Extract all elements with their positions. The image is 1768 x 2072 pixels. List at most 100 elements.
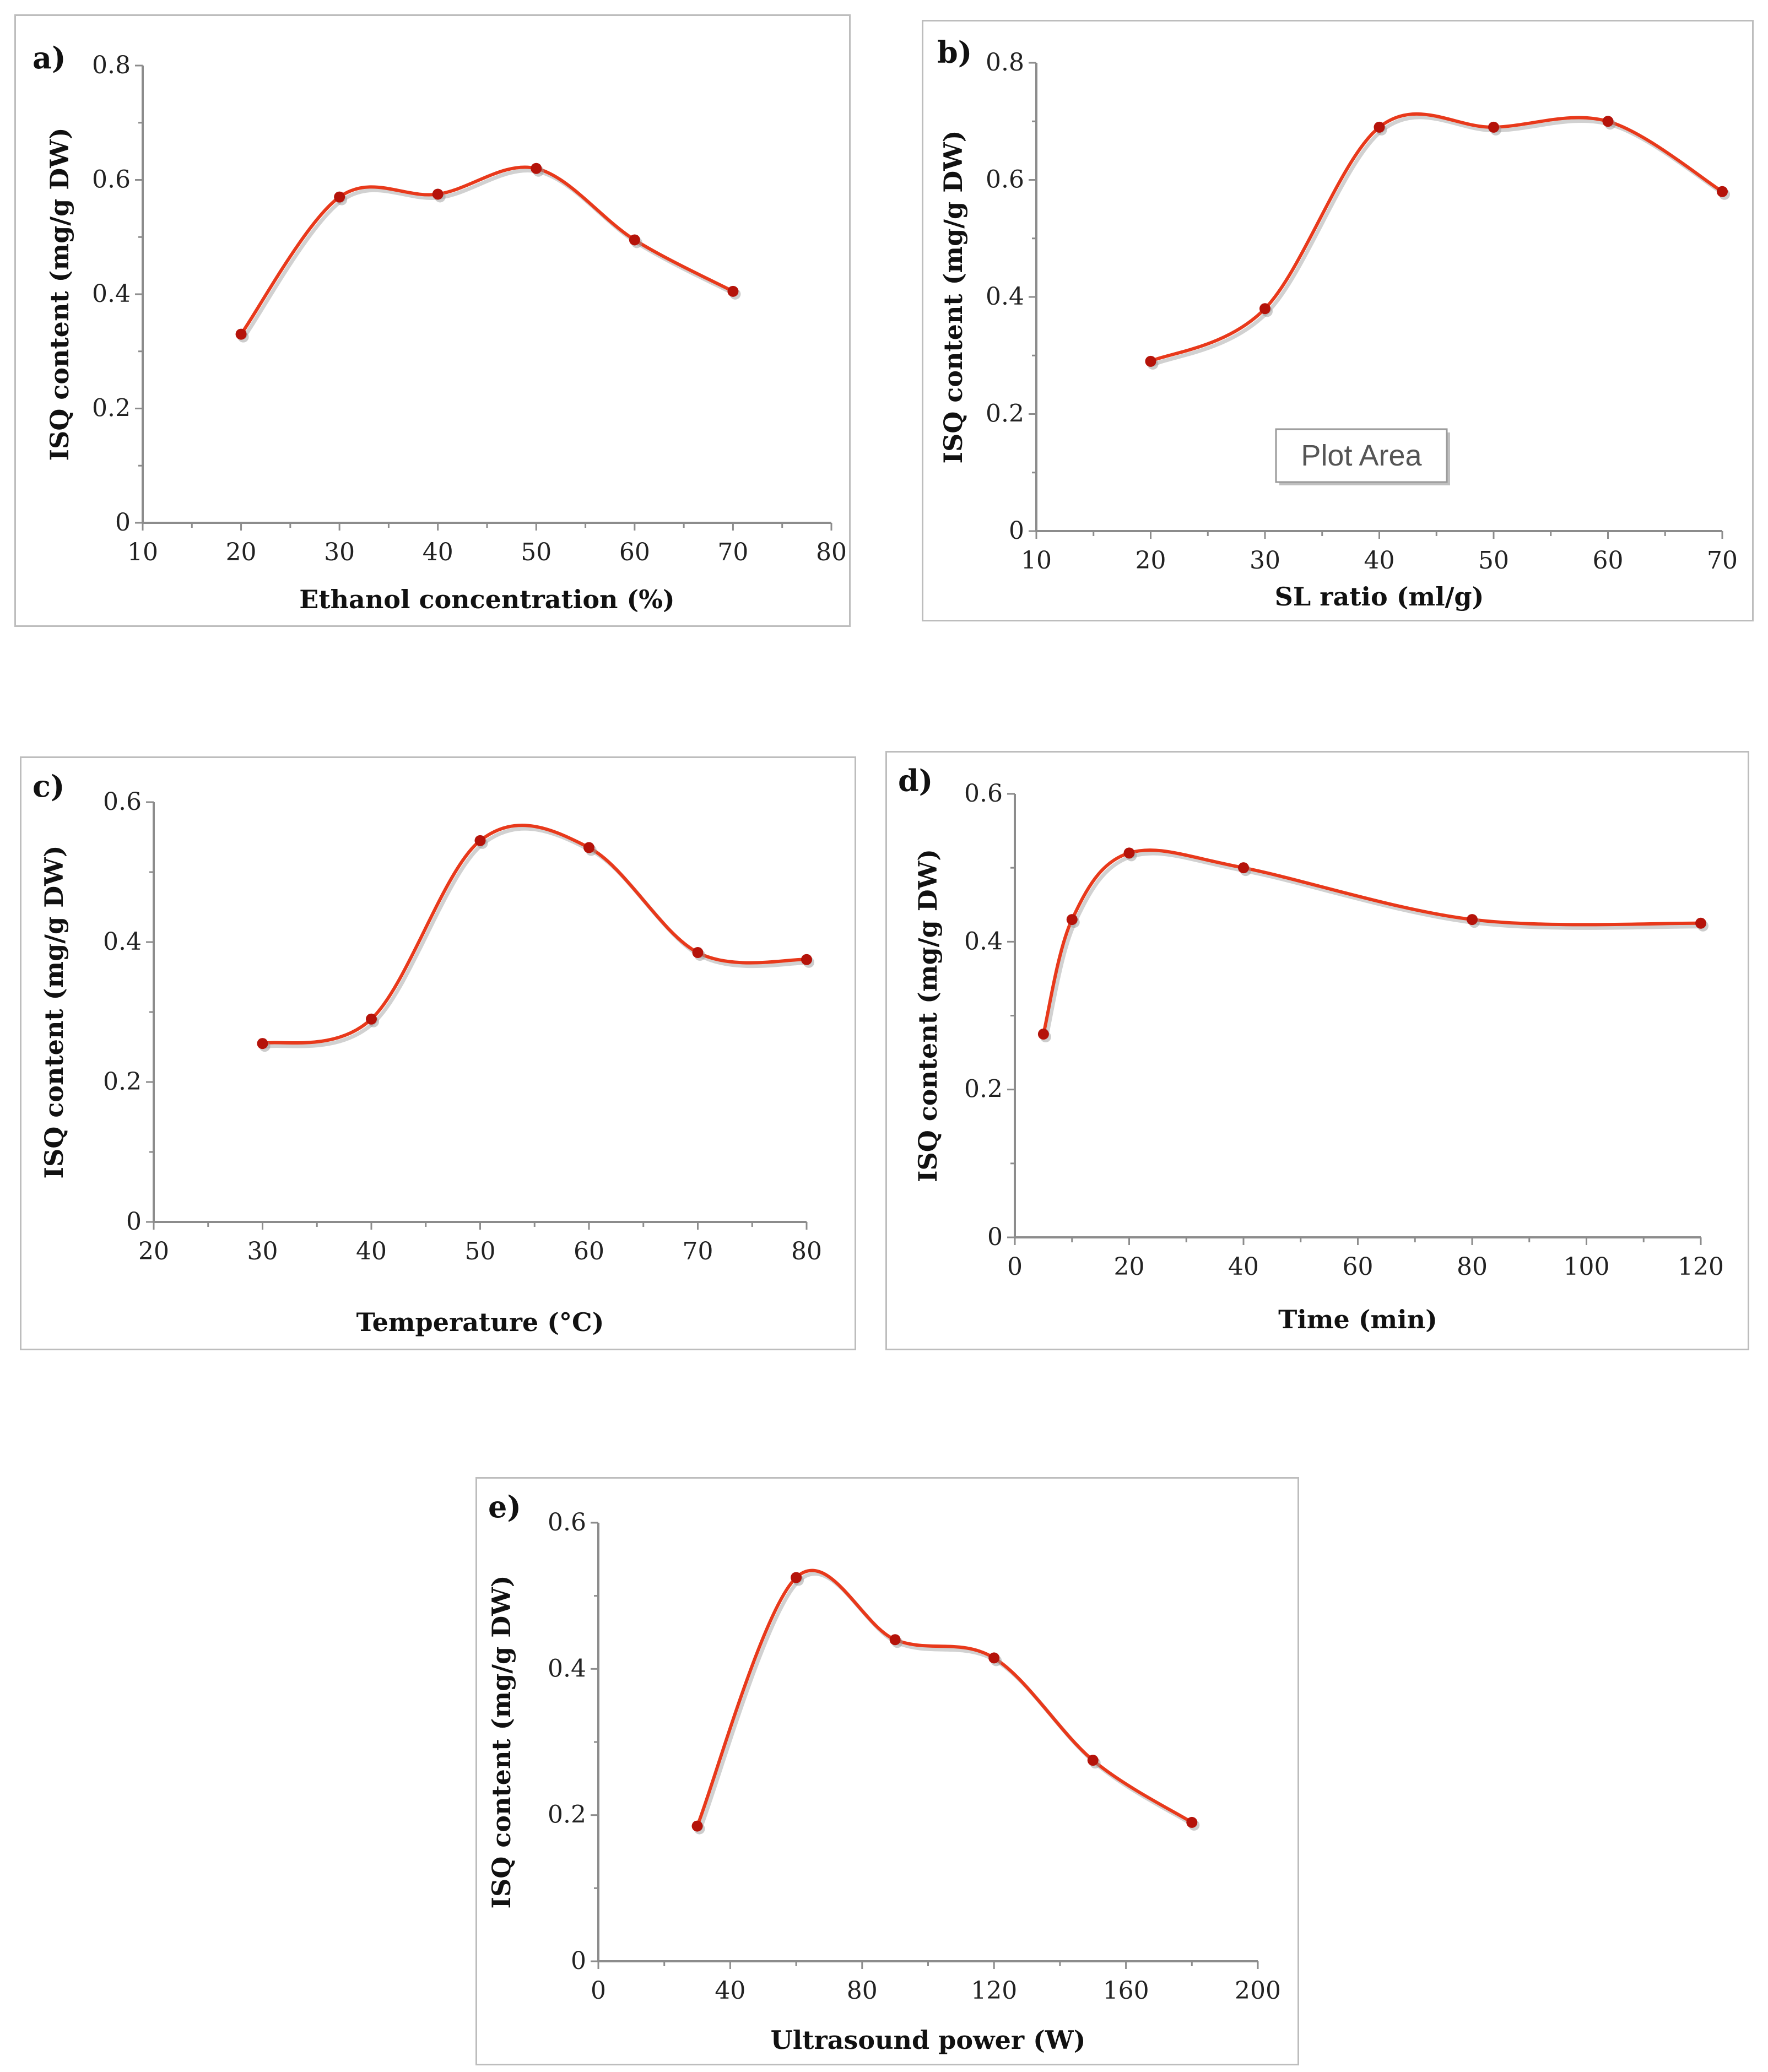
x-tick-label-c: 50 <box>465 1237 496 1265</box>
chart-e-svg: e) 0 0.2 0.4 0.6 0 40 80 120 160 200 Ultrasound pow… <box>486 1489 1281 2055</box>
data-point-c-50 <box>474 835 486 846</box>
x-tick-label-d: 80 <box>1457 1253 1488 1281</box>
data-point-b-60 <box>1602 116 1614 127</box>
x-tick-label-b: 50 <box>1478 547 1509 575</box>
x-tick-label-b: 40 <box>1364 547 1395 575</box>
data-point-e-180 <box>1186 1816 1198 1828</box>
panel-label-e: e) <box>488 1489 521 1524</box>
x-tick-label-b: 70 <box>1707 547 1738 575</box>
data-point-d-120 <box>1695 917 1706 929</box>
y-tick-label-b: 0.2 <box>986 400 1024 428</box>
x-tick-label-e: 160 <box>1103 1977 1149 2005</box>
data-point-c-70 <box>692 947 704 959</box>
series-line-c <box>261 824 808 1046</box>
y-tick-label-a: 0.4 <box>92 280 131 308</box>
data-point-b-30 <box>1259 303 1270 315</box>
chart-panel-c: c) 0 0.2 0.4 0.6 20 30 40 50 60 70 80 Temperature (°… <box>20 756 856 1350</box>
x-tick-label-c: 20 <box>138 1237 169 1265</box>
x-tick-label-e: 0 <box>591 1977 606 2005</box>
data-point-d-5 <box>1037 1029 1049 1040</box>
data-point-c-30 <box>257 1038 268 1049</box>
series-line-shadow-c <box>264 826 810 1049</box>
series-line-shadow-d <box>1044 851 1704 1038</box>
data-point-c-80 <box>801 954 812 965</box>
x-tick-label-d: 20 <box>1114 1253 1145 1281</box>
chart-b-svg: b) 0 0.2 0.4 0.6 0.8 10 20 30 40 50 60 70 SL ratio (m… <box>937 35 1738 612</box>
y-tick-label-e: 0 <box>571 1947 586 1975</box>
y-tick-label-c: 0.2 <box>103 1068 142 1096</box>
data-point-c-40 <box>366 1013 377 1025</box>
panel-label-b: b) <box>937 35 972 70</box>
data-point-a-40 <box>432 188 444 200</box>
data-point-b-50 <box>1488 121 1499 133</box>
y-tick-label-a: 0 <box>115 508 131 537</box>
data-point-b-40 <box>1374 121 1385 133</box>
data-point-a-20 <box>235 328 247 340</box>
x-tick-label-a: 60 <box>619 538 650 566</box>
y-tick-label-b: 0.4 <box>986 283 1024 311</box>
data-point-a-30 <box>334 191 345 203</box>
x-tick-label-b: 10 <box>1021 547 1052 575</box>
x-tick-label-c: 70 <box>683 1237 713 1265</box>
y-tick-label-d: 0.6 <box>964 780 1003 808</box>
x-tick-label-c: 40 <box>356 1237 387 1265</box>
x-axis-title-c: Temperature (°C) <box>356 1307 604 1337</box>
y-tick-label-c: 0 <box>126 1208 142 1236</box>
y-tick-label-e: 0.2 <box>548 1801 586 1829</box>
data-point-e-60 <box>791 1572 802 1583</box>
data-point-b-70 <box>1717 186 1728 197</box>
y-tick-label-b: 0.8 <box>986 48 1024 77</box>
x-tick-label-b: 60 <box>1593 547 1624 575</box>
y-axis-title-a: ISQ content (mg/g DW) <box>45 127 74 461</box>
x-tick-label-e: 40 <box>715 1977 745 2005</box>
y-tick-label-a: 0.6 <box>92 166 131 194</box>
chart-a-svg: a) 0 0.2 0.4 0.6 0.8 10 20 30 40 50 60 70 80 Ethanol c… <box>33 40 847 614</box>
chart-panel-e: e) 0 0.2 0.4 0.6 0 40 80 120 160 200 Ultrasound pow… <box>475 1477 1299 2065</box>
y-tick-label-c: 0.6 <box>103 788 142 816</box>
x-tick-label-e: 200 <box>1235 1977 1281 2005</box>
data-point-d-80 <box>1467 914 1478 926</box>
x-tick-label-b: 20 <box>1136 547 1166 575</box>
y-axis-title-e: ISQ content (mg/g DW) <box>486 1575 516 1908</box>
plot-area-tooltip-box <box>1275 428 1448 483</box>
data-point-d-20 <box>1123 847 1135 859</box>
y-axis-title-c: ISQ content (mg/g DW) <box>39 845 69 1178</box>
y-tick-label-b: 0.6 <box>986 166 1024 194</box>
series-line-a <box>239 165 735 336</box>
x-tick-label-b: 30 <box>1250 547 1280 575</box>
plot-area-tooltip-text: Plot Area <box>1301 439 1422 472</box>
data-point-d-10 <box>1066 914 1078 926</box>
data-point-b-20 <box>1145 355 1156 367</box>
x-tick-label-c: 30 <box>247 1237 278 1265</box>
data-point-c-60 <box>583 842 594 853</box>
data-point-d-40 <box>1238 862 1249 874</box>
x-tick-label-a: 30 <box>324 538 355 566</box>
x-tick-label-a: 40 <box>423 538 453 566</box>
x-axis-title-d: Time (min) <box>1278 1305 1437 1334</box>
y-tick-label-a: 0.2 <box>92 394 131 423</box>
data-point-e-30 <box>691 1820 703 1832</box>
y-tick-label-c: 0.4 <box>103 928 142 956</box>
chart-panel-d: d) 0 0.2 0.4 0.6 0 20 40 60 80 100 120 Time (min) ISQ… <box>885 751 1749 1350</box>
y-tick-label-d: 0.4 <box>964 927 1003 955</box>
data-point-e-150 <box>1087 1755 1099 1766</box>
x-tick-label-d: 120 <box>1678 1253 1724 1281</box>
y-axis-title-d: ISQ content (mg/g DW) <box>913 849 943 1182</box>
panel-label-c: c) <box>33 769 64 804</box>
y-tick-label-d: 0.2 <box>964 1075 1003 1103</box>
x-tick-label-c: 80 <box>791 1237 822 1265</box>
x-tick-label-a: 70 <box>717 538 748 566</box>
x-tick-label-a: 80 <box>816 538 847 566</box>
x-tick-label-a: 20 <box>226 538 257 566</box>
panel-label-d: d) <box>898 763 933 798</box>
x-tick-label-d: 0 <box>1007 1253 1023 1281</box>
chart-c-svg: c) 0 0.2 0.4 0.6 20 30 40 50 60 70 80 Temperature (°… <box>33 769 822 1337</box>
y-tick-label-d: 0 <box>987 1223 1003 1251</box>
series-line-shadow-b <box>1153 115 1726 367</box>
data-point-e-120 <box>988 1652 1000 1664</box>
x-tick-label-a: 10 <box>127 538 158 566</box>
x-tick-label-e: 120 <box>971 1977 1017 2005</box>
y-tick-label-a: 0.8 <box>92 51 131 79</box>
x-tick-label-a: 50 <box>521 538 552 566</box>
panel-label-a: a) <box>33 40 66 75</box>
